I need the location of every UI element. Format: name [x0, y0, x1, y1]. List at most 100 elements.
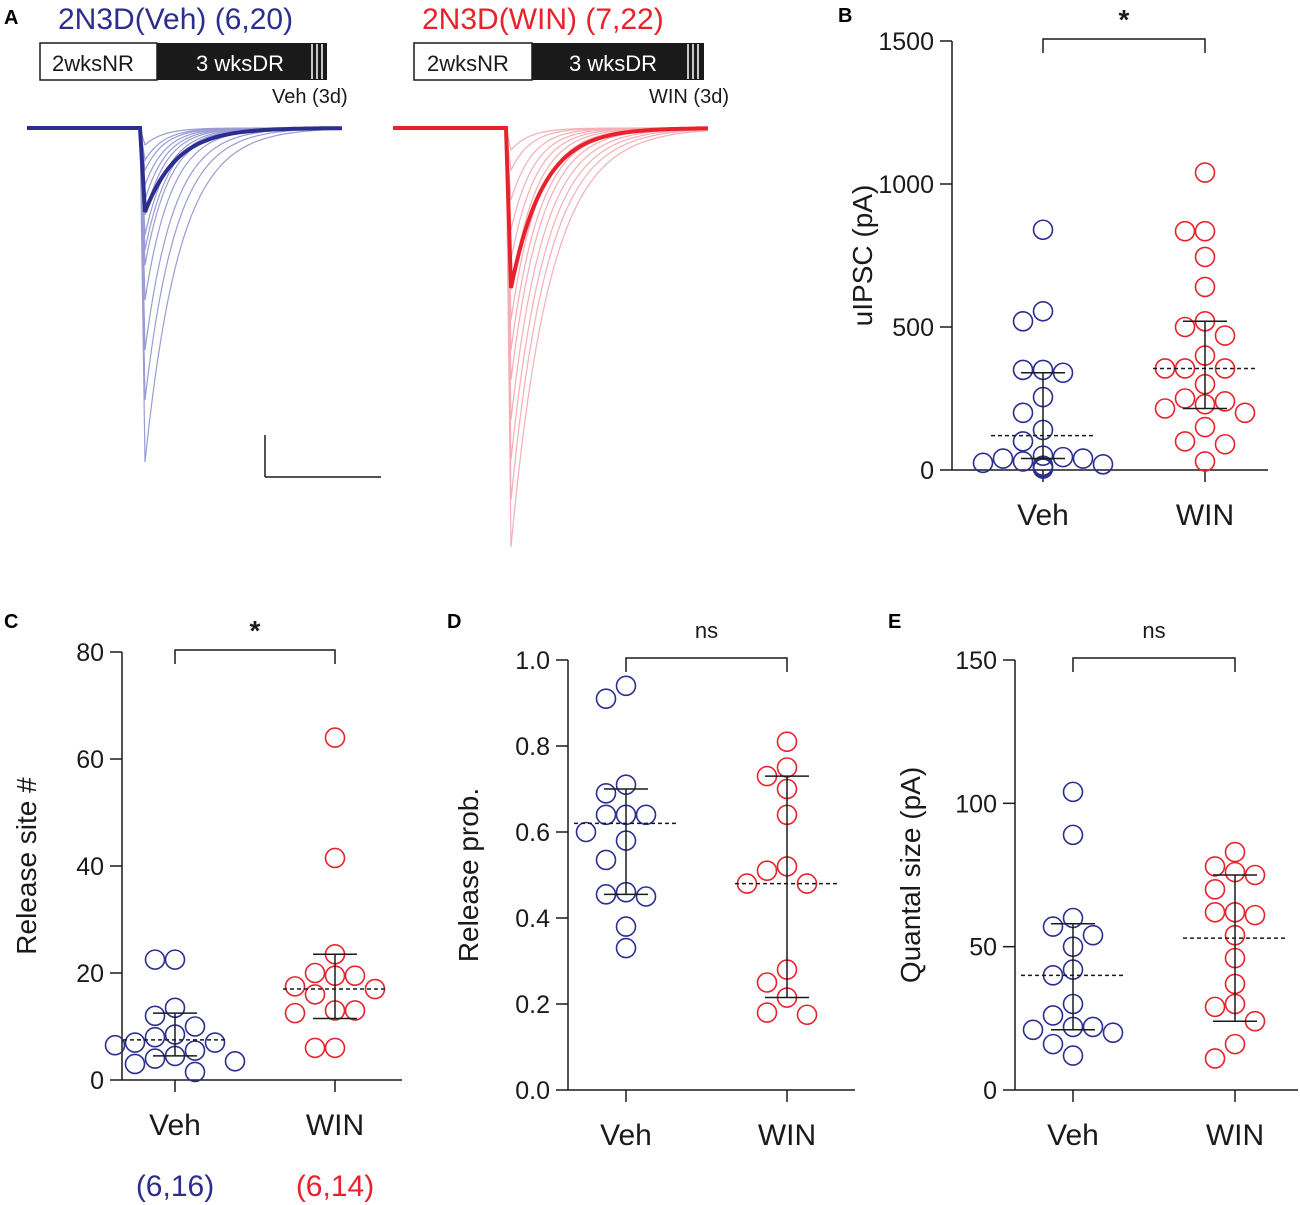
data-point — [1092, 453, 1114, 475]
veh-mean-trace — [27, 126, 342, 213]
significance-bracket — [1072, 657, 1236, 672]
data-point — [1204, 856, 1226, 877]
win-nr-label: 2wksNR — [427, 51, 509, 76]
panel-letter: C — [4, 611, 18, 633]
data-point — [1062, 781, 1084, 803]
series-win — [735, 731, 839, 1026]
data-point — [972, 452, 994, 474]
data-point — [796, 1004, 818, 1026]
y-tick-label: 500 — [892, 314, 934, 342]
data-point — [1042, 916, 1064, 937]
data-point — [144, 1048, 166, 1069]
data-point — [1194, 451, 1216, 472]
data-point — [992, 448, 1014, 469]
data-point — [144, 1026, 166, 1048]
y-tick-label: 100 — [955, 790, 997, 818]
data-point — [1234, 402, 1256, 424]
data-point — [284, 1002, 306, 1024]
data-point — [595, 849, 617, 871]
y-tick-label: 0 — [920, 457, 934, 485]
data-point — [184, 1016, 206, 1037]
win-sweep-6 — [393, 127, 708, 291]
data-point — [1204, 879, 1226, 900]
panel-a-traces: A 2N3D(Veh) (6,20) 2wksNR 3 wksDR Veh (3… — [4, 3, 729, 548]
series-veh — [972, 219, 1114, 479]
data-point — [796, 873, 818, 894]
win-sweep-8 — [393, 127, 708, 351]
data-point — [1194, 276, 1216, 298]
panel-c: C 0 20 40 60 80 Release site # Veh WIN (6,16) (6,1… — [4, 611, 402, 1203]
series-veh — [1021, 781, 1125, 1066]
veh-sweep-3 — [27, 127, 342, 173]
data-point — [1224, 1033, 1246, 1055]
panel-a-letter: A — [4, 7, 18, 29]
data-point — [776, 757, 798, 778]
veh-trace-title: 2N3D(Veh) (6,20) — [58, 3, 293, 36]
data-point — [1082, 924, 1104, 946]
y-tick-label: 50 — [969, 934, 997, 962]
data-point — [1214, 358, 1236, 379]
data-point — [575, 821, 597, 843]
data-point — [1194, 246, 1216, 268]
significance-label: * — [1119, 4, 1130, 35]
data-point — [224, 1050, 246, 1072]
win-sweep-7 — [393, 127, 708, 321]
series-win — [283, 727, 387, 1059]
data-point — [1072, 448, 1094, 469]
significance-bracket — [174, 649, 336, 664]
data-point — [324, 727, 346, 748]
data-point — [344, 965, 366, 986]
win-dr-period-bar — [532, 43, 704, 80]
veh-nr-period-bar — [39, 42, 158, 81]
win-treatment-label: WIN (3d) — [649, 86, 729, 108]
n-label-veh: (6,16) — [136, 1170, 214, 1203]
data-point — [1012, 310, 1034, 332]
data-point — [1042, 1033, 1064, 1055]
data-point — [776, 731, 798, 753]
data-point — [324, 1037, 346, 1059]
data-point — [1204, 1048, 1226, 1069]
win-sweep-13 — [393, 127, 709, 548]
data-point — [1214, 433, 1236, 455]
data-point — [144, 949, 166, 970]
data-point — [1174, 316, 1196, 338]
data-point — [104, 1034, 126, 1056]
data-point — [204, 1032, 226, 1053]
y-tick-label: 20 — [76, 960, 104, 988]
data-point — [595, 804, 617, 826]
data-point — [1062, 1045, 1084, 1066]
panel-d: D 0.0 0.2 0.4 0.6 0.8 1.0 Release prob. Veh WIN ns — [447, 611, 855, 1152]
veh-sweep-11 — [27, 127, 342, 351]
data-point — [124, 1053, 146, 1075]
veh-treatment-label: Veh (3d) — [272, 86, 348, 108]
panel-letter: E — [888, 611, 901, 633]
series-win — [1153, 162, 1257, 472]
data-point — [1204, 901, 1226, 923]
data-point — [124, 1032, 146, 1053]
data-point — [615, 675, 637, 697]
data-point — [1082, 1016, 1104, 1038]
veh-nr-label: 2wksNR — [52, 51, 134, 76]
data-point — [736, 873, 758, 894]
veh-individual-traces — [27, 126, 343, 463]
data-point — [1224, 841, 1246, 863]
data-point — [595, 688, 617, 710]
y-tick-label: 40 — [76, 853, 104, 881]
data-point — [284, 976, 306, 997]
y-tick-label: 0.4 — [515, 905, 550, 933]
data-point — [756, 860, 778, 882]
y-axis-label: uIPSC (pA) — [847, 185, 878, 327]
y-tick-label: 0.6 — [515, 819, 550, 847]
x-category-label-veh: Veh — [600, 1119, 652, 1152]
veh-dr-period-bar — [157, 43, 327, 80]
data-point — [595, 782, 617, 804]
veh-sweep-12 — [27, 127, 343, 401]
data-point — [756, 1002, 778, 1023]
significance-bracket — [1042, 38, 1206, 53]
data-point — [1154, 398, 1176, 419]
data-point — [184, 1061, 206, 1083]
data-point — [1194, 220, 1216, 242]
y-tick-label: 1500 — [878, 28, 934, 56]
significance-bracket — [625, 657, 788, 672]
